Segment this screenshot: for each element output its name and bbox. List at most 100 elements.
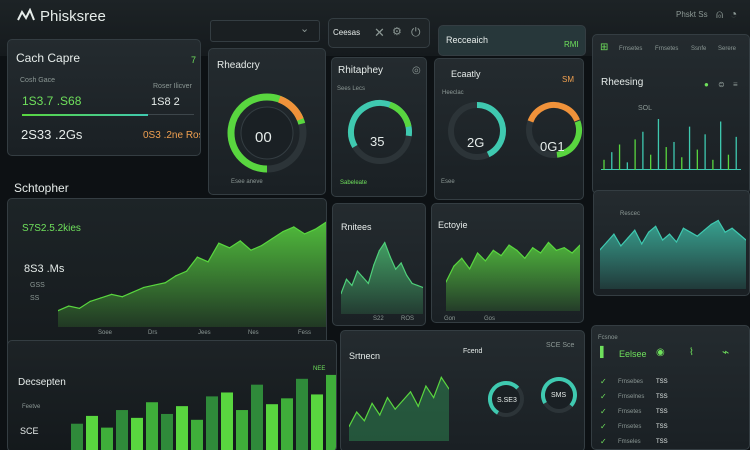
rc-point-18 [724,231,726,233]
grid-icon[interactable]: ⊞ [600,42,609,53]
mid-chart-2-title: Ectoyie [438,220,468,230]
bottom-mid-top-right: SCE Sce [546,342,575,349]
header-right-text: Phskt Ss [676,10,708,19]
rt-item-3: Serere [718,46,737,52]
toolbar-label[interactable]: Ceesas [333,28,361,37]
section-title: Schtopher [14,181,69,195]
mc2-point-5 [484,260,487,262]
mid-chart-1-area [341,241,423,314]
bar-4 [131,417,143,450]
search-dropdown-chevron-icon[interactable]: ⌄ [300,23,310,35]
bar-3 [116,410,128,450]
gauge2-value: 35 [370,134,385,149]
bar-15 [296,378,308,450]
row-check-icon[interactable]: ✓ [600,377,607,386]
big-chart-tick-0: Soee [98,330,113,336]
bigchart-point-23 [303,233,306,235]
mc1-area-line [341,241,423,294]
main-area-chart [58,221,326,327]
mc2-point-2 [461,257,463,259]
mc1-point-2 [351,284,353,287]
filter-icon[interactable]: ⊜ [718,80,725,89]
right-top-sub: SOL [638,105,653,112]
mc2-point-3 [469,268,471,270]
overview-mark: 7 [191,55,197,65]
bottom-mid-panel: Srtnecn Fcend SCE Sce S.SE3 SMS [340,330,585,450]
bottom-left-title: Decsepten [18,377,66,388]
row-check-icon[interactable]: ✓ [600,407,607,416]
bigchart-point-11 [175,275,177,277]
rc-point-10 [668,233,671,235]
mc2-area-fill [446,242,580,311]
row-check-icon[interactable]: ✓ [600,437,607,446]
bottom-mid-point-13 [448,388,449,390]
gauge-panel-3: Ecaatly SM Heeclac 2G 0G1 Esee [434,58,584,200]
gauge2-sub: Sees Lecs [337,86,366,92]
rc-point-20 [738,233,740,235]
tab-label: Recceaich [446,35,489,45]
bigchart-point-13 [196,256,198,258]
trend-icon[interactable]: ⌁ [722,345,730,359]
settings-icon[interactable]: ⚙ [392,26,402,38]
search-input[interactable] [210,20,320,42]
row-check-icon[interactable]: ✓ [600,422,607,431]
app-title: Phisksree [40,8,106,25]
overview-sub: Cosh Gace [20,77,56,84]
mc1-point-0 [341,292,342,295]
bigchart-point-6 [121,296,123,298]
mid-chart-2: Ectoyie Gon Gos [431,203,584,323]
row-check-icon[interactable]: ✓ [600,392,607,401]
right-area-chart [600,219,746,289]
big-label-0: GSS [30,282,45,289]
big-label-1: SS [30,295,40,302]
right-top-panel: ⊞ Frnsetes Frnsetes Ssnfe Serere Rheesin… [592,34,750,194]
rt-item-1: Frnsetes [655,46,679,52]
graph-icon[interactable]: ⌇ [689,347,694,358]
bigchart-area-line [58,221,326,312]
row-value: TSS [656,424,668,430]
active-tab[interactable]: Recceaich RMI [438,25,586,56]
bigchart-point-2 [78,307,81,309]
bar-13 [266,404,278,450]
gauge1-ring [227,93,307,173]
bigchart-point-22 [293,226,295,228]
mc2-point-13 [547,241,550,244]
bottom-mid-fill [349,377,449,441]
user-icon[interactable]: ⍝ [716,7,724,21]
row-name: Frnsetes [618,424,642,430]
menu-icon[interactable]: ≡ [733,80,738,89]
bigchart-point-25 [325,221,326,223]
bar-16 [311,394,323,450]
eye-icon[interactable]: ◉ [656,347,665,358]
mc2-point-6 [492,249,494,251]
bottom-mid-point-7 [402,399,404,402]
rc-point-14 [696,235,698,237]
bottom-mid-point-3 [371,402,373,404]
bottom-mid-point-4 [379,414,381,416]
bigchart-point-4 [100,297,102,299]
target-icon[interactable]: ◎ [412,65,421,76]
rc-point-5 [634,229,636,231]
bottom-bar-chart [71,374,336,450]
bar-7 [176,406,188,450]
bottom-left-panel: Decsepten NEE Feetve SCE [7,340,337,450]
mc1-point-3 [356,270,358,272]
gauge3-ring-b [526,102,582,158]
bottom-mid-point-2 [363,420,365,422]
big-chart-tick-4: Fess [298,330,312,336]
mc1-point-8 [384,241,386,244]
row-value: TSS [656,379,668,385]
bar-6 [161,413,173,450]
bar-14 [281,398,293,450]
bottom-mid-line [349,376,449,427]
gauge3-footer: Esee [441,179,455,185]
rt-item-0: Frnsetes [619,46,643,52]
close-icon[interactable]: ✕ [374,25,385,40]
bigchart-point-9 [153,284,156,286]
bottom-mid-title: Srtnecn [349,351,381,361]
notification-icon[interactable]: ◔ [730,7,738,21]
big-chart-tick-2: Jees [198,330,211,336]
gauge3-badge: SM [562,75,574,84]
power-icon[interactable]: ⏻ [411,25,421,39]
mc2-point-16 [571,252,573,254]
